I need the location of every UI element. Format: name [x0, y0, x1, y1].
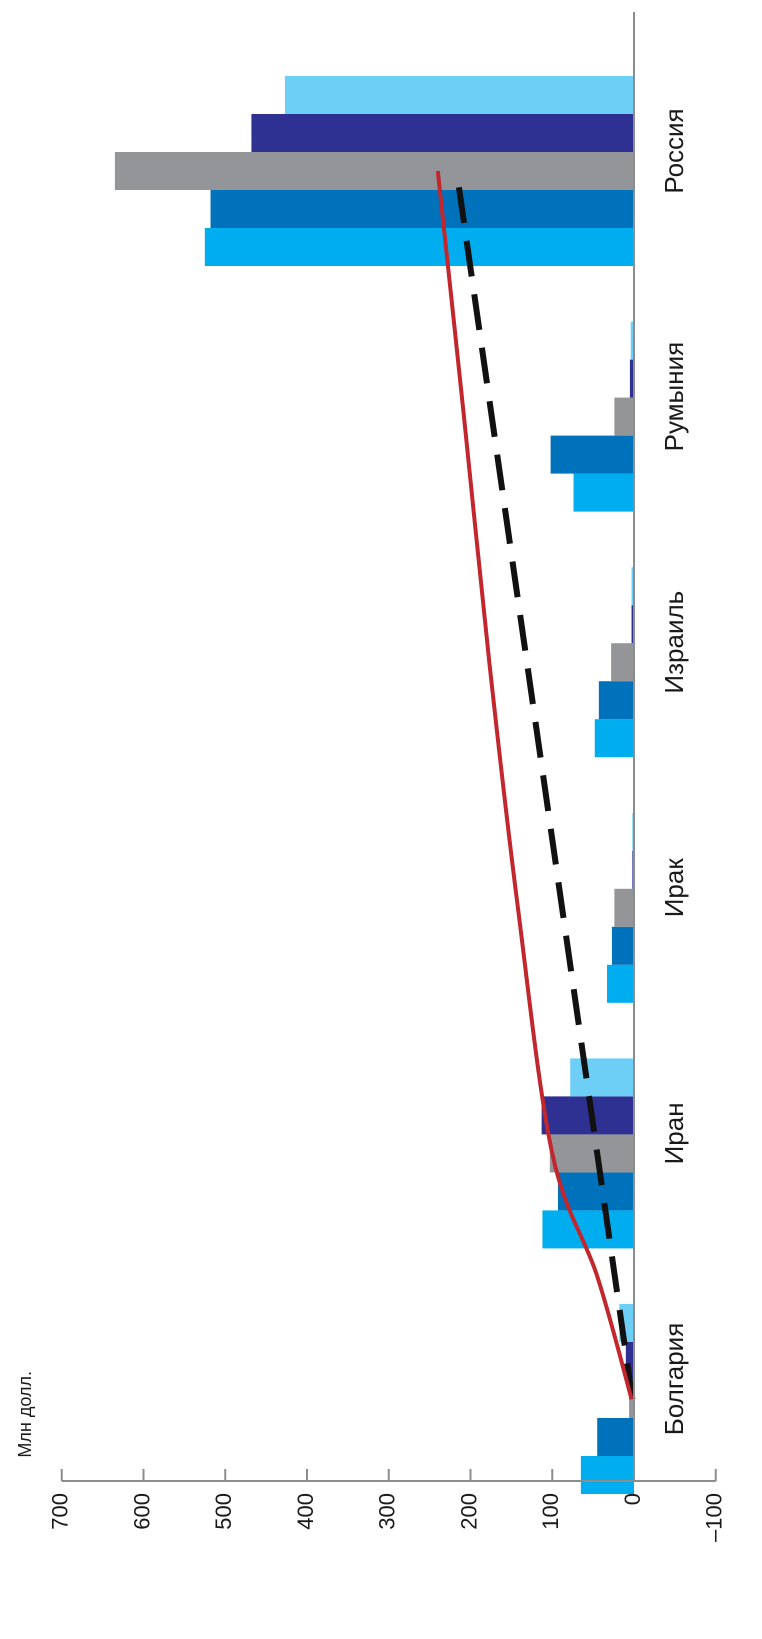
- bar-3-1: [598, 681, 634, 720]
- tick-label: 500: [211, 1493, 236, 1530]
- bar-3-3: [631, 605, 634, 644]
- category-axis-labels: Болгария Иран Ирак Израиль Румыния Россия: [659, 108, 689, 1435]
- category-label: Болгария: [659, 1323, 689, 1436]
- trendline-solid: [435, 170, 634, 1400]
- bars-layer: [114, 76, 634, 1494]
- bar-2-0: [607, 964, 634, 1003]
- bar-3-4: [631, 567, 634, 606]
- tick-label: –100: [702, 1493, 727, 1542]
- bar-0-1: [597, 1418, 634, 1456]
- bar-5-0: [204, 228, 634, 266]
- category-label: Ирак: [659, 858, 689, 918]
- bar-2-2: [614, 888, 634, 927]
- category-label: Израиль: [659, 591, 689, 694]
- tick-label: 400: [293, 1493, 318, 1530]
- bar-3-2: [611, 643, 634, 682]
- bar-1-0: [542, 1210, 634, 1249]
- tick-label: 600: [129, 1493, 154, 1530]
- bar-5-2: [114, 152, 634, 190]
- bar-4-0: [573, 473, 634, 512]
- bar-5-1: [210, 190, 634, 228]
- tick-label: 0: [620, 1493, 645, 1505]
- category-label: Румыния: [659, 342, 689, 452]
- bar-0-0: [580, 1456, 634, 1494]
- bar-5-4: [284, 76, 634, 114]
- bar-1-2: [549, 1134, 634, 1173]
- bar-5-3: [251, 114, 634, 152]
- category-label: Россия: [659, 108, 689, 193]
- bar-3-0: [594, 719, 634, 758]
- trendlines-layer: [435, 170, 636, 1400]
- bar-4-1: [550, 435, 634, 474]
- bar-4-4: [630, 321, 634, 360]
- tick-label: 700: [48, 1493, 73, 1530]
- value-axis-unit-label: Млн долл.: [15, 1371, 35, 1458]
- value-axis-ticks: 700 600 500 400 300 200 100 0 –100: [48, 1469, 727, 1542]
- bar-4-2: [614, 397, 634, 436]
- bar-2-1: [611, 926, 634, 965]
- tick-label: 100: [538, 1493, 563, 1530]
- bar-0-3: [625, 1342, 634, 1380]
- bar-1-4: [570, 1058, 634, 1097]
- tick-label: 300: [375, 1493, 400, 1530]
- bar-1-1: [557, 1172, 634, 1211]
- category-label: Иран: [659, 1102, 689, 1164]
- bar-4-3: [629, 359, 634, 398]
- tick-label: 200: [456, 1493, 481, 1530]
- trendline-dashed: [453, 170, 636, 1400]
